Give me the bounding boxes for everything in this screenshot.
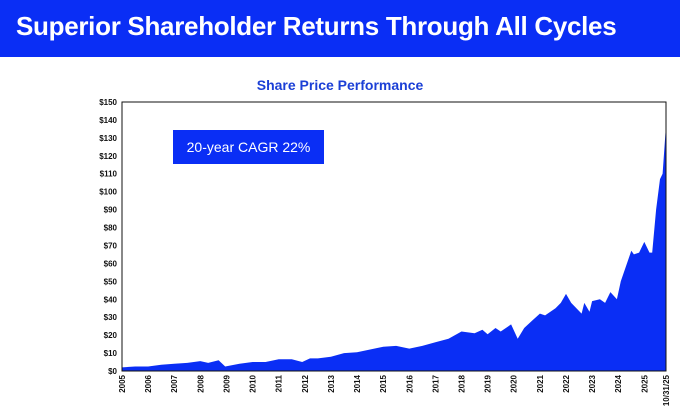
y-tick-label: $50 (104, 277, 118, 286)
x-tick-label: 2011 (275, 374, 284, 392)
y-tick-label: $130 (99, 134, 117, 143)
x-tick-label: 2015 (379, 374, 388, 392)
cagr-callout: 20-year CAGR 22% (173, 130, 324, 164)
x-tick-label: 2020 (510, 374, 519, 392)
y-tick-label: $10 (104, 349, 118, 358)
y-tick-label: $60 (104, 259, 118, 268)
y-tick-label: $140 (99, 116, 117, 125)
y-tick-label: $120 (99, 152, 117, 161)
y-tick-label: $0 (108, 367, 117, 376)
y-tick-label: $30 (104, 313, 118, 322)
x-tick-label: 2005 (118, 374, 127, 392)
x-tick-label: 2018 (458, 374, 467, 392)
x-tick-label: 2016 (405, 374, 414, 392)
x-tick-label: 2022 (562, 374, 571, 392)
x-tick-label: 2021 (536, 374, 545, 392)
x-tick-label: 2023 (588, 374, 597, 392)
x-tick-label: 10/31/25 (662, 374, 671, 406)
x-tick-label: 2007 (170, 374, 179, 392)
x-tick-label: 2014 (353, 374, 362, 392)
page-title: Superior Shareholder Returns Through All… (16, 11, 617, 41)
x-tick-label: 2006 (144, 374, 153, 392)
x-tick-label: 2012 (301, 374, 310, 392)
y-tick-label: $70 (104, 241, 118, 250)
plot-frame (121, 101, 667, 372)
x-tick-label: 2019 (484, 374, 493, 392)
y-tick-label: $110 (100, 170, 118, 179)
x-tick-label: 2013 (327, 374, 336, 392)
x-tick-label: 2009 (222, 374, 231, 392)
header-bar: Superior Shareholder Returns Through All… (0, 0, 680, 57)
y-tick-label: $150 (99, 98, 117, 107)
x-tick-label: 2024 (614, 374, 623, 392)
x-tick-label: 2010 (249, 374, 258, 392)
x-tick-label: 2008 (196, 374, 205, 392)
y-tick-label: $80 (104, 224, 118, 233)
y-tick-label: $20 (104, 331, 118, 340)
share-price-area (122, 125, 666, 371)
y-tick-label: $100 (99, 188, 117, 197)
y-tick-label: $40 (104, 295, 118, 304)
y-tick-label: $90 (104, 206, 118, 215)
x-tick-label: 2017 (431, 374, 440, 392)
x-tick-label: 2025 (640, 374, 649, 392)
chart-title: Share Price Performance (256, 77, 424, 93)
